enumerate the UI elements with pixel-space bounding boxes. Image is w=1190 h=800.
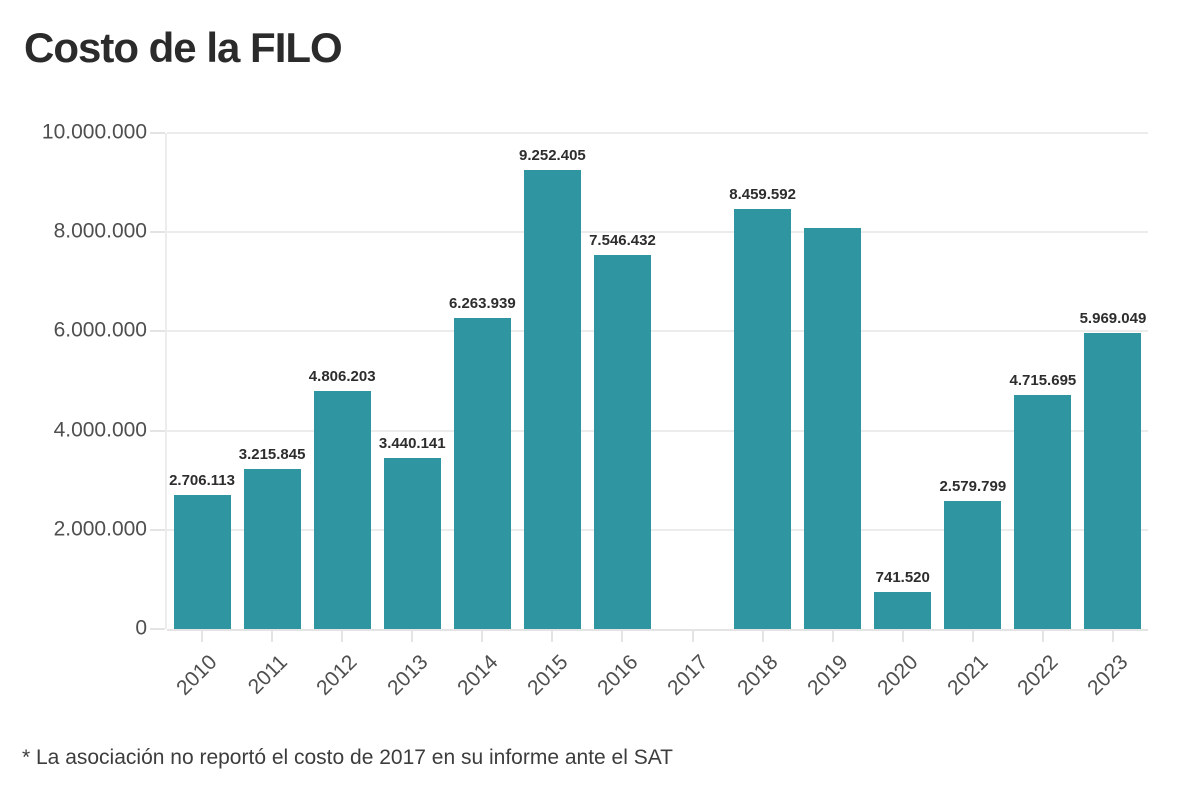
- x-axis-label-text: 2012: [312, 650, 362, 700]
- x-axis-label-text: 2023: [1083, 650, 1133, 700]
- x-axis-tick: [691, 629, 694, 642]
- bar-value-label-2014: 6.263.939: [448, 295, 516, 312]
- y-axis-label: 4.000.000: [53, 418, 147, 442]
- bar-value-label-2016: 7.546.432: [589, 232, 656, 249]
- x-axis-tick: [1041, 629, 1044, 642]
- bar-value-label-2013: 3.440.141: [378, 435, 446, 452]
- x-axis-tick: [621, 629, 624, 642]
- bar-2023[interactable]: [1084, 333, 1142, 629]
- bar-value-label-2010: 2.706.113: [169, 472, 235, 489]
- y-axis-label: 8.000.000: [53, 219, 147, 243]
- x-axis-tick: [971, 629, 974, 642]
- x-axis-tick: [411, 629, 414, 642]
- y-axis-label: 6.000.000: [53, 318, 147, 342]
- x-axis-tick: [1111, 629, 1114, 642]
- plot-left-edge: [165, 133, 167, 629]
- bar-value-label-2020: 741.520: [875, 569, 930, 586]
- x-axis-tick: [201, 629, 204, 642]
- x-axis-label-text: 2010: [172, 650, 222, 700]
- y-axis-label: 2.000.000: [53, 517, 147, 541]
- bar-2022[interactable]: [1014, 395, 1072, 629]
- bar-2020[interactable]: [874, 592, 932, 629]
- bar-2011[interactable]: [243, 469, 301, 629]
- bar-2021[interactable]: [944, 501, 1002, 629]
- y-axis-tick: [150, 528, 165, 531]
- x-axis-tick: [341, 629, 344, 642]
- x-axis-label-text: 2020: [873, 650, 923, 700]
- x-axis-tick: [901, 629, 904, 642]
- x-axis-label-text: 2016: [592, 650, 643, 700]
- y-axis-tick: [150, 330, 165, 333]
- gridline-2.000.000: [167, 528, 1148, 531]
- x-axis-label-text: 2019: [803, 650, 853, 700]
- y-axis-label: 0: [135, 616, 147, 640]
- gridline-8.000.000: [167, 231, 1148, 234]
- bar-2013[interactable]: [383, 458, 441, 629]
- gridline-6.000.000: [167, 330, 1148, 333]
- bar-2010[interactable]: [173, 495, 231, 629]
- y-axis-tick: [150, 132, 165, 134]
- bar-2014[interactable]: [453, 318, 511, 629]
- gridline-0: [167, 629, 1148, 631]
- bar-value-label-2018: 8.459.592: [729, 186, 796, 203]
- y-axis-tick: [150, 628, 165, 630]
- y-axis-label: 10.000.000: [41, 120, 147, 144]
- x-axis-label-text: 2014: [452, 650, 503, 700]
- x-axis-label-text: 2022: [1013, 650, 1063, 700]
- x-axis-label-text: 2015: [522, 650, 573, 700]
- x-axis-label-text: 2021: [943, 650, 993, 700]
- bar-2018[interactable]: [734, 209, 792, 629]
- plot-area: 0 2.000.000 4.000.000 6.000.000 8.000.000 10.…: [42, 121, 1148, 700]
- x-axis-tick: [761, 629, 764, 642]
- footnote: * La asociación no reportó el costo de 2…: [22, 746, 674, 769]
- x-axis-tick: [271, 629, 274, 642]
- bar-value-label-2011: 3.215.845: [238, 446, 306, 463]
- bar-2015[interactable]: [523, 170, 581, 629]
- x-axis-label-text: 2011: [243, 650, 292, 699]
- bar-value-label-2023: 5.969.049: [1079, 310, 1147, 327]
- bar-value-label-2015: 9.252.405: [519, 147, 586, 164]
- y-axis-tick: [150, 429, 165, 432]
- x-axis-label-text: 2013: [382, 650, 433, 700]
- chart-title: Costo de la FILO: [24, 24, 343, 71]
- x-axis-label-text: 2017: [663, 650, 713, 700]
- bar-value-label-2021: 2.579.799: [939, 478, 1007, 495]
- gridline-4.000.000: [167, 429, 1148, 432]
- y-axis-tick: [150, 231, 165, 234]
- gridline-10.000.000: [167, 132, 1148, 134]
- x-axis-tick: [551, 629, 554, 642]
- bar-value-label-2012: 4.806.203: [308, 368, 376, 385]
- bar-2016[interactable]: [593, 255, 651, 629]
- bar-2012[interactable]: [313, 391, 371, 629]
- bar-value-label-2022: 4.715.695: [1009, 372, 1077, 389]
- x-axis-tick: [481, 629, 484, 642]
- x-axis-label-text: 2018: [733, 650, 783, 700]
- bar-2019[interactable]: [804, 228, 862, 629]
- x-axis-tick: [831, 629, 834, 642]
